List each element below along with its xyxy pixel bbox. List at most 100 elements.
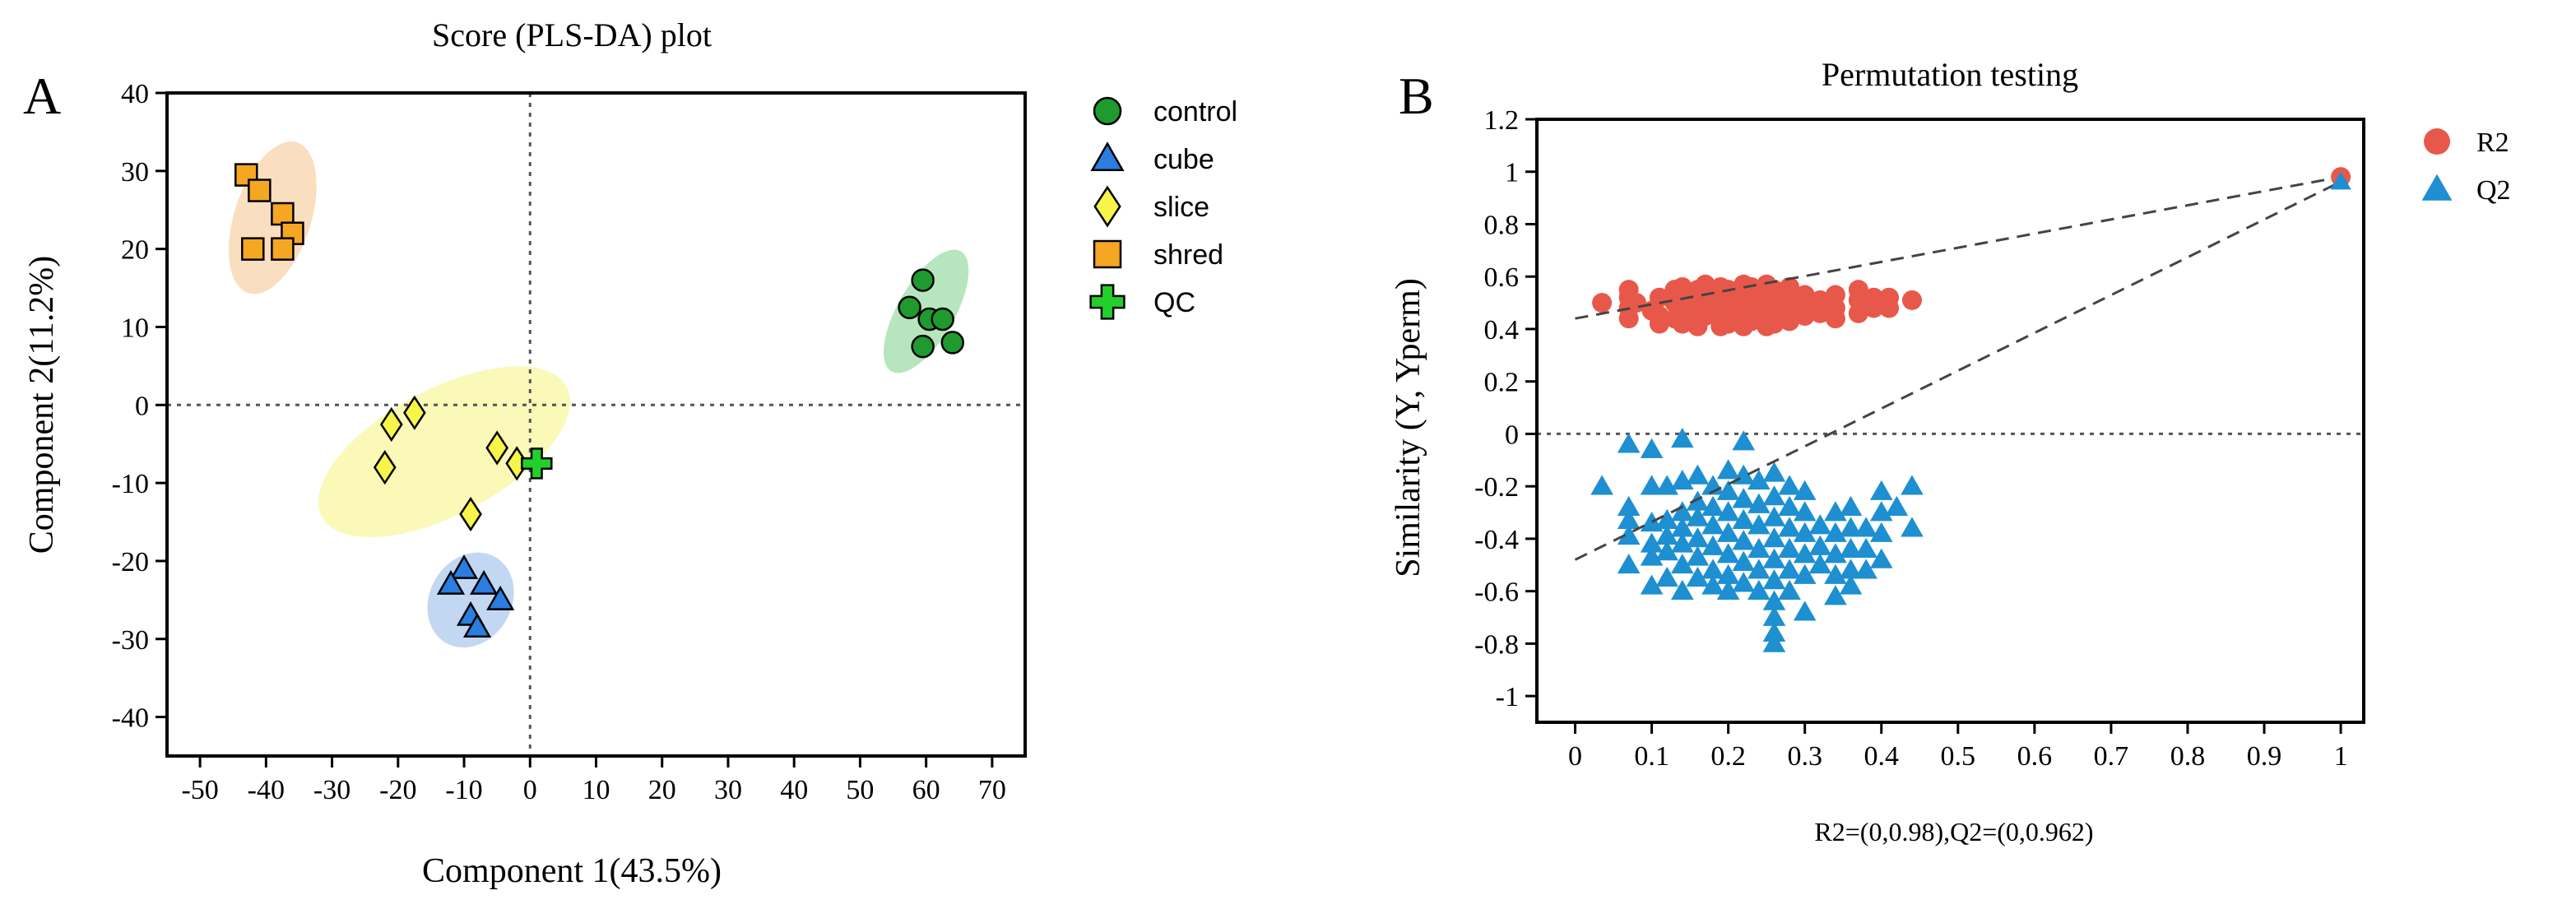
point-shred-4 — [241, 237, 265, 261]
point-Q2-48 — [1732, 550, 1756, 571]
point-Q2-91 — [1854, 517, 1877, 537]
point-Q2-5 — [1617, 553, 1641, 574]
point-Q2-39 — [1716, 522, 1740, 542]
legend-label-slice: slice — [1153, 192, 1209, 223]
point-R2-70 — [1864, 298, 1884, 318]
point-Q2-73 — [1793, 501, 1817, 522]
y-tick-label: 40 — [121, 79, 149, 109]
point-Q2-65 — [1762, 632, 1786, 652]
point-Q2-71 — [1778, 579, 1801, 601]
point-Q2-89 — [1839, 559, 1863, 579]
point-Q2-61 — [1762, 569, 1786, 590]
point-Q2-0 — [1590, 475, 1613, 495]
point-cube-0 — [449, 554, 479, 579]
panel-b-x-axis-label: R2=(0,0.98),Q2=(0,0.962) — [1814, 817, 2093, 846]
x-tick-label: 10 — [583, 775, 610, 805]
point-slice-3 — [485, 430, 508, 466]
point-Q2-7 — [1640, 475, 1664, 495]
point-Q2-62 — [1762, 590, 1786, 610]
y-tick-label: 0.4 — [1484, 315, 1520, 346]
x-tick-label: -10 — [445, 775, 482, 805]
point-control-4 — [911, 334, 935, 359]
regression-line-1 — [1574, 180, 2342, 561]
x-tick-label: 0.9 — [2247, 741, 2282, 772]
point-R2-60 — [1794, 306, 1815, 327]
point-R2-35 — [1718, 313, 1738, 334]
y-tick-label: -1 — [1496, 682, 1519, 712]
point-Q2-2 — [1617, 495, 1641, 517]
point-Q2-6 — [1640, 438, 1664, 458]
point-Q2-60 — [1762, 548, 1786, 568]
point-Q2-12 — [1655, 475, 1678, 495]
y-tick-label: 1.2 — [1484, 105, 1520, 136]
x-tick-label: 0 — [523, 775, 537, 805]
panel-b-y-axis-label: Similarity (Y, Yperm) — [1390, 278, 1427, 577]
x-tick-label: 50 — [846, 775, 874, 805]
y-tick-label: -40 — [112, 703, 149, 734]
point-Q2-85 — [1824, 585, 1847, 605]
point-Q2-68 — [1778, 517, 1801, 537]
point-shred-5 — [271, 237, 295, 261]
point-Q2-13 — [1655, 508, 1678, 529]
point-slice-1 — [379, 406, 403, 443]
point-Q2-94 — [1869, 480, 1893, 500]
legend-label-Q2: Q2 — [2476, 175, 2511, 206]
point-Q2-50 — [1748, 470, 1771, 490]
point-Q2-28 — [1686, 545, 1710, 566]
y-tick-label: 0 — [1505, 420, 1519, 450]
point-Q2-4 — [1617, 524, 1641, 545]
x-tick-label: -30 — [313, 775, 350, 805]
point-Q2-16 — [1655, 566, 1678, 587]
x-tick-label: -20 — [379, 775, 416, 805]
point-Q2-43 — [1732, 430, 1756, 451]
point-Q2-54 — [1748, 559, 1771, 579]
point-control-5 — [940, 331, 964, 355]
point-Q2-78 — [1808, 514, 1832, 535]
point-Q2-24 — [1686, 464, 1710, 485]
point-Q2-19 — [1671, 501, 1694, 522]
panel-b-regression-lines — [1574, 175, 2342, 561]
end-point-Q2 — [2330, 171, 2351, 190]
x-tick-label: 20 — [648, 775, 676, 805]
panel-b-x-ticks: 0 0.1 0.2 0.3 0.4 0.5 0.6 0.7 0.8 0.9 1 — [1568, 722, 2348, 772]
point-Q2-66 — [1778, 475, 1801, 495]
point-Q2-11 — [1640, 574, 1664, 595]
point-Q2-92 — [1854, 537, 1877, 559]
legend-marker-slice — [1093, 185, 1121, 228]
point-Q2-63 — [1762, 605, 1786, 626]
point-Q2-64 — [1762, 621, 1786, 642]
x-tick-label: 0 — [1568, 741, 1582, 772]
panel-b-permutation-plot: B Permutation testing R2=(0,0.98),Q2=(0,… — [1390, 56, 2511, 846]
point-Q2-53 — [1748, 537, 1771, 559]
point-Q2-97 — [1869, 548, 1893, 568]
point-Q2-22 — [1671, 553, 1694, 574]
point-Q2-81 — [1824, 501, 1847, 522]
x-tick-label: 0.6 — [2017, 741, 2053, 772]
point-Q2-37 — [1716, 480, 1740, 500]
point-Q2-42 — [1716, 579, 1740, 601]
point-R2-73 — [1901, 290, 1922, 310]
point-Q2-86 — [1839, 495, 1863, 517]
point-R2-65 — [1825, 308, 1845, 329]
point-Q2-52 — [1748, 514, 1771, 535]
point-Q2-47 — [1732, 530, 1756, 550]
panel-a-x-ticks: -50 -40 -30 -20 -10 0 10 20 30 40 50 60 70 — [181, 756, 1006, 805]
point-Q2-100 — [1901, 517, 1924, 537]
point-Q2-83 — [1824, 543, 1847, 563]
point-Q2-56 — [1762, 461, 1786, 482]
x-tick-label: 0.3 — [1787, 741, 1822, 772]
y-tick-label: -0.6 — [1474, 577, 1519, 608]
point-control-0 — [911, 268, 935, 292]
point-Q2-29 — [1686, 566, 1710, 587]
point-Q2-18 — [1671, 470, 1694, 490]
legend-label-control: control — [1153, 96, 1237, 128]
ellipse-cube — [427, 552, 514, 648]
legend-label-R2: R2 — [2476, 128, 2509, 158]
legend-marker-R2 — [2424, 128, 2450, 155]
point-Q2-98 — [1885, 495, 1909, 517]
y-tick-label: 0.8 — [1484, 210, 1520, 240]
point-Q2-33 — [1701, 535, 1724, 555]
x-tick-label: 0.5 — [1941, 741, 1976, 772]
point-Q2-15 — [1655, 540, 1678, 561]
